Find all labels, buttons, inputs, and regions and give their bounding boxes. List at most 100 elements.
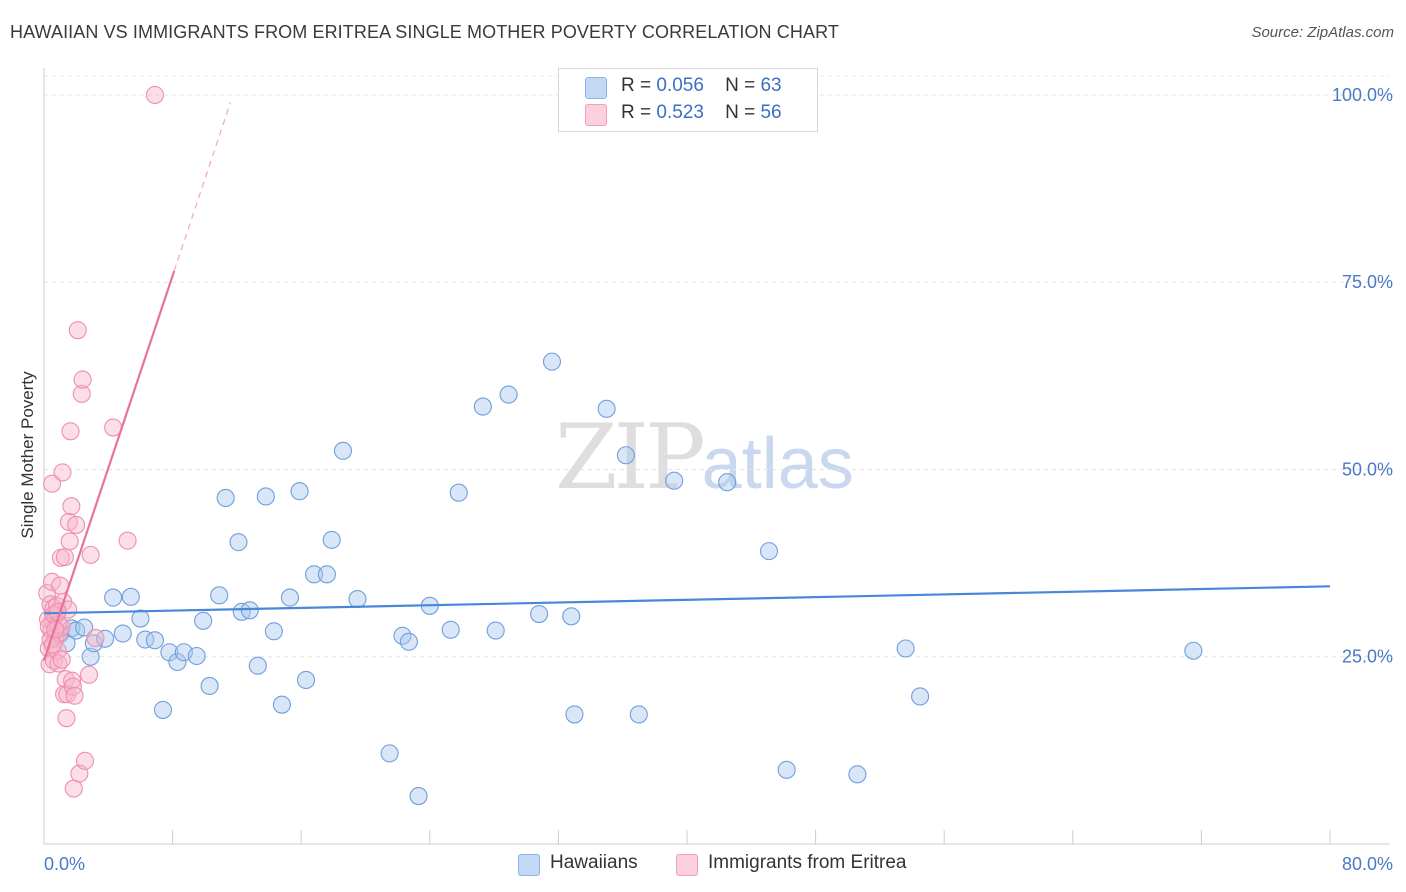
eritrea-point xyxy=(75,751,95,770)
hawaiian-point xyxy=(136,630,155,649)
eritrea-point xyxy=(59,512,78,531)
hawaiian-point xyxy=(96,629,115,648)
hawaiian-point xyxy=(317,565,336,584)
hawaiian-point xyxy=(473,397,492,416)
hawaiian-point xyxy=(896,639,915,658)
hawaiian-point xyxy=(168,652,187,672)
eritrea-point xyxy=(73,370,92,389)
hawaiian-point xyxy=(597,399,616,418)
hawaiian-point xyxy=(264,622,283,641)
eritrea-point xyxy=(63,677,82,696)
y-tick-label: 50.0% xyxy=(1342,459,1393,479)
legend-swatch-eritrea xyxy=(585,104,607,126)
eritrea-point xyxy=(86,628,105,648)
hawaiian-point xyxy=(562,607,581,626)
eritrea-point xyxy=(118,531,137,550)
eritrea-point xyxy=(72,384,91,403)
hawaiian-point xyxy=(499,385,518,404)
hawaiian-point xyxy=(629,705,648,724)
bottom-legend: Hawaiians Immigrants from Eritrea xyxy=(0,852,1406,878)
hawaiian-point xyxy=(153,700,173,719)
hawaiian-point xyxy=(565,705,584,724)
eritrea-point xyxy=(60,532,79,551)
hawaiian-point xyxy=(848,765,867,784)
legend-n-value: 56 xyxy=(760,102,782,123)
chart-title: HAWAIIAN VS IMMIGRANTS FROM ERITREA SING… xyxy=(10,22,839,42)
hawaiian-point xyxy=(399,632,418,651)
eritrea-point xyxy=(67,515,86,534)
hawaiian-point xyxy=(280,588,299,607)
legend: R = 0.056 N = 63 R = 0.523 N = 56 xyxy=(558,68,818,132)
hawaiian-point xyxy=(104,588,123,607)
hawaiian-point xyxy=(256,487,275,506)
hawaiian-point xyxy=(380,744,399,763)
hawaiian-point xyxy=(333,441,353,460)
hawaiian-point xyxy=(665,471,684,490)
source-label: Source: ZipAtlas.com xyxy=(1251,24,1394,41)
hawaiian-point xyxy=(131,609,150,628)
legend-n-label: N = xyxy=(725,102,756,123)
hawaiian-point xyxy=(616,446,635,465)
eritrea-point xyxy=(42,474,62,493)
eritrea-point xyxy=(68,321,87,340)
legend-n-label: N = xyxy=(725,75,756,96)
hawaiian-point xyxy=(121,587,140,606)
hawaiian-point xyxy=(216,488,235,508)
eritrea-point xyxy=(52,650,71,669)
eritrea-point xyxy=(63,671,82,690)
eritrea-point xyxy=(145,85,164,105)
hawaiian-point xyxy=(530,605,549,624)
y-tick-label: 100.0% xyxy=(1332,85,1393,105)
hawaiian-point xyxy=(777,760,796,779)
eritrea-point xyxy=(65,686,84,705)
watermark: ZIPatlas xyxy=(555,405,854,510)
eritrea-point xyxy=(56,670,75,689)
hawaiian-point xyxy=(305,565,324,584)
hawaiian-point xyxy=(409,787,428,806)
hawaiian-point xyxy=(718,473,737,492)
hawaiian-point xyxy=(187,646,206,666)
bottom-legend-label: Immigrants from Eritrea xyxy=(708,852,907,873)
hawaiian-point xyxy=(75,618,94,637)
hawaiian-point xyxy=(290,482,309,501)
legend-r-value: 0.523 xyxy=(656,102,704,123)
hawaiian-point xyxy=(81,647,100,666)
hawaiian-point xyxy=(322,530,341,549)
hawaiian-point xyxy=(911,687,930,706)
hawaiian-point xyxy=(240,601,259,620)
legend-r-value: 0.056 xyxy=(656,75,704,96)
hawaiian-point xyxy=(210,586,229,605)
legend-r-label: R = xyxy=(621,102,652,123)
hawaiian-point xyxy=(759,542,779,561)
eritrea-point xyxy=(79,665,99,684)
eritrea-point xyxy=(57,709,76,728)
eritrea-trend-extension xyxy=(173,102,232,272)
eritrea-trend-line xyxy=(42,270,176,661)
hawaiian-point xyxy=(296,670,316,690)
legend-swatch-hawaiians xyxy=(585,77,607,99)
x-tick-label: 80.0% xyxy=(1342,854,1393,874)
hawaiian-point xyxy=(113,624,132,643)
hawaiian-point xyxy=(542,352,562,371)
y-tick-label: 75.0% xyxy=(1342,272,1393,292)
hawaiian-point xyxy=(200,676,219,696)
bottom-legend-swatch-eritrea xyxy=(676,854,698,876)
hawaiian-point xyxy=(1184,641,1203,660)
eritrea-point xyxy=(61,422,80,441)
hawaiian-point xyxy=(272,695,291,714)
x-tick-label: 0.0% xyxy=(44,854,85,874)
hawaiian-trend-line xyxy=(43,585,1331,615)
hawaiian-point xyxy=(486,621,505,640)
eritrea-point xyxy=(55,548,74,567)
hawaiian-point xyxy=(348,590,367,609)
legend-n-value: 63 xyxy=(760,75,782,96)
eritrea-point xyxy=(53,463,72,482)
legend-r-label: R = xyxy=(621,75,652,96)
hawaiian-point xyxy=(449,483,468,502)
y-tick-label: 25.0% xyxy=(1342,647,1393,667)
eritrea-point xyxy=(81,545,100,564)
watermark-zip: ZIP xyxy=(555,405,706,510)
hawaiian-point xyxy=(145,631,164,650)
hawaiian-point xyxy=(194,611,213,630)
